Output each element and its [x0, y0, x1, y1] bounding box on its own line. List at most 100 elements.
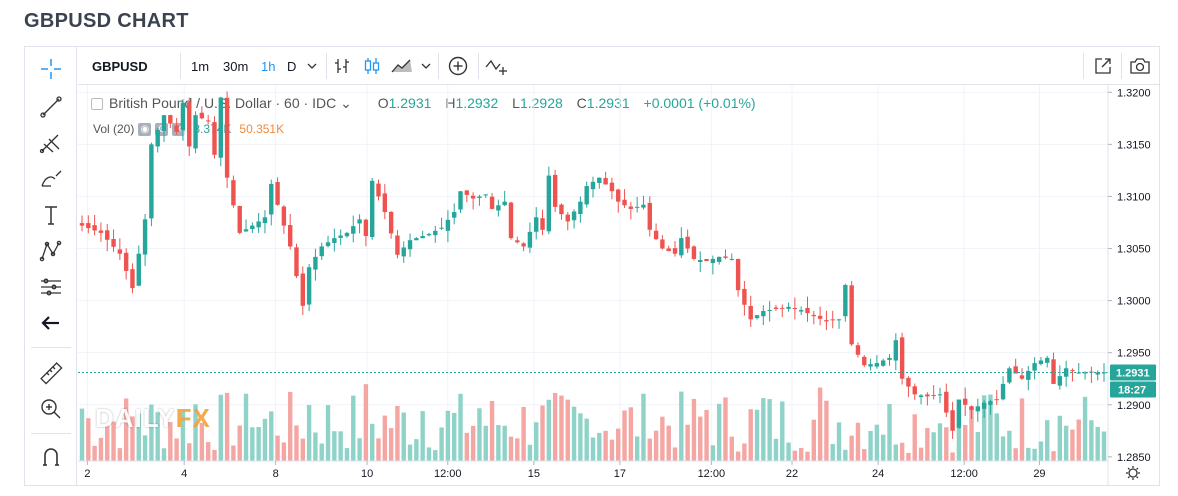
- volume-bar: [773, 438, 779, 461]
- volume-bar: [231, 445, 236, 461]
- zoom-in-icon[interactable]: [37, 395, 65, 423]
- volume-bar: [306, 405, 312, 461]
- volume-bar: [92, 445, 97, 461]
- candle-body: [761, 311, 766, 317]
- pattern-icon[interactable]: [37, 237, 65, 265]
- candle-body: [193, 115, 198, 149]
- candle-body: [136, 253, 141, 286]
- settings-icon[interactable]: [1126, 466, 1140, 480]
- volume-bar: [458, 393, 463, 461]
- x-tick-label: 8: [273, 468, 279, 480]
- camera-icon[interactable]: [1129, 47, 1151, 85]
- candle-body: [325, 242, 331, 247]
- bars-style-icon[interactable]: [332, 47, 352, 85]
- candle-body: [578, 201, 583, 215]
- back-arrow-icon[interactable]: [37, 309, 65, 337]
- crosshair-icon[interactable]: [37, 55, 65, 83]
- candle-body: [981, 402, 987, 409]
- volume-bar: [123, 398, 129, 461]
- volume-bar: [269, 411, 274, 461]
- volume-bar: [218, 394, 223, 461]
- chevron-down-icon[interactable]: [421, 47, 431, 85]
- candle-body: [786, 306, 791, 309]
- candle-body: [1051, 359, 1056, 384]
- candle-body: [496, 205, 501, 211]
- candle-body: [698, 259, 703, 262]
- volume-bar: [559, 395, 564, 461]
- candle-body: [142, 219, 148, 255]
- chevron-down-icon[interactable]: [307, 47, 317, 85]
- toolbar-divider: [31, 433, 71, 434]
- candle-body: [187, 102, 192, 147]
- volume-bar: [414, 439, 419, 461]
- volume-bar: [363, 384, 369, 461]
- popout-icon[interactable]: [1093, 47, 1113, 85]
- candle-body: [887, 357, 892, 360]
- candle-body: [546, 175, 552, 232]
- chevron-down-icon[interactable]: [91, 98, 103, 111]
- interval-30m-button[interactable]: 30m: [223, 58, 249, 74]
- trend-line-icon[interactable]: [37, 93, 65, 121]
- interval-1h-button[interactable]: 1h: [261, 58, 276, 74]
- candle-body: [445, 219, 451, 231]
- volume-bar: [212, 449, 217, 461]
- candle-body: [508, 202, 514, 239]
- candle-body: [540, 218, 545, 230]
- area-style-icon[interactable]: [390, 47, 414, 85]
- symbol-search-button[interactable]: GBPUSD: [92, 58, 148, 74]
- magnet-icon[interactable]: [37, 443, 65, 471]
- volume-bar: [729, 436, 734, 461]
- candle-body: [180, 102, 186, 131]
- y-tick-label: 1.3050: [1117, 244, 1151, 256]
- candle-body: [634, 206, 640, 208]
- interval-d-button[interactable]: D: [287, 58, 297, 74]
- candle-body: [849, 285, 854, 345]
- candles-style-icon[interactable]: [362, 47, 382, 85]
- compare-icon[interactable]: [484, 47, 510, 85]
- candle-body: [944, 391, 949, 413]
- volume-bar: [887, 403, 892, 461]
- volume-bar: [1095, 426, 1100, 461]
- candle-body: [666, 248, 671, 252]
- volume-bar: [105, 425, 110, 461]
- visibility-icon[interactable]: ◉: [138, 122, 152, 136]
- volume-bar: [496, 425, 501, 461]
- candle-body: [294, 247, 299, 277]
- volume-bar: [275, 435, 280, 461]
- volume-bar: [666, 425, 671, 461]
- candle-body: [647, 202, 652, 230]
- volume-bar: [691, 398, 697, 461]
- candle-body: [306, 267, 312, 305]
- x-tick-label: 17: [614, 468, 626, 480]
- price-chart[interactable]: 1.3200 1.3150 1.3100 1.3050 1.3000 1.2950 1.29…: [78, 85, 1159, 485]
- volume-bar: [723, 397, 728, 461]
- candle-body: [1070, 370, 1075, 372]
- last-time-label: 18:27: [1118, 384, 1146, 396]
- candle-body: [433, 230, 438, 236]
- text-icon[interactable]: [37, 201, 65, 229]
- volume-bar: [830, 443, 835, 461]
- volume-bar: [325, 405, 331, 461]
- volume-bar: [1089, 420, 1094, 461]
- add-indicator-icon[interactable]: [447, 47, 469, 85]
- candle-body: [477, 196, 482, 198]
- volume-bar: [805, 451, 810, 461]
- brush-icon[interactable]: [37, 165, 65, 193]
- y-tick-label: 1.3150: [1117, 139, 1151, 151]
- pitchfork-icon[interactable]: [37, 129, 65, 157]
- candle-body: [199, 112, 205, 119]
- interval-1m-button[interactable]: 1m: [191, 58, 210, 74]
- volume-bar: [452, 412, 457, 461]
- chart-top-toolbar: GBPUSD 1m 30m 1h D: [78, 47, 1159, 85]
- ruler-icon[interactable]: [37, 359, 65, 387]
- volume-bar: [616, 428, 621, 461]
- prediction-icon[interactable]: [37, 273, 65, 301]
- candle-body: [123, 252, 129, 271]
- candle-body: [653, 230, 659, 240]
- volume-bar: [906, 452, 911, 461]
- candle-body: [287, 225, 293, 247]
- candle-body: [660, 239, 665, 249]
- candle-body: [414, 238, 419, 241]
- volume-bar: [963, 425, 968, 461]
- volume-bar: [1082, 396, 1088, 461]
